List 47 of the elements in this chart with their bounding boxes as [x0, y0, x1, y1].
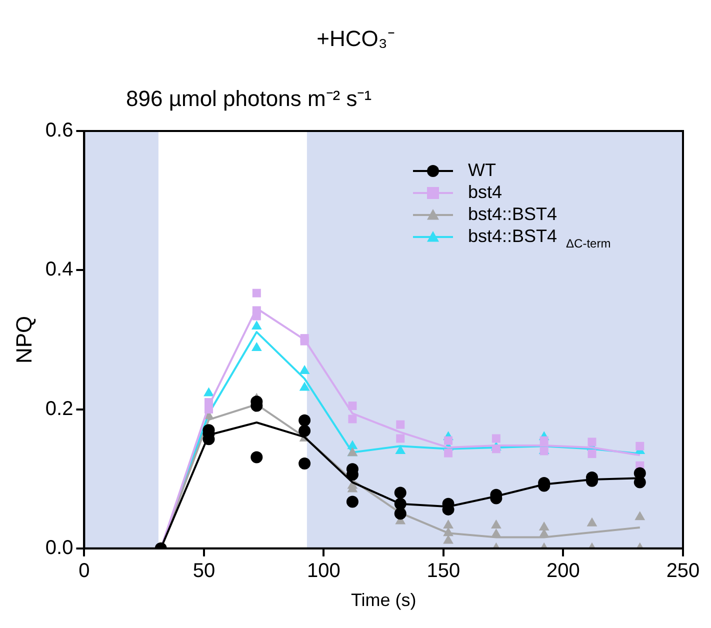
point: [636, 442, 644, 450]
x-tick-label: 0: [78, 560, 90, 582]
y-tick-label: 0.2: [45, 398, 74, 420]
legend-label: bst4::BST4: [468, 204, 558, 224]
point: [299, 365, 310, 374]
point: [588, 450, 596, 458]
x-tick-label: 200: [546, 560, 580, 582]
x-axis-title: Time (s): [350, 590, 416, 610]
point: [298, 458, 311, 470]
point: [444, 448, 453, 458]
y-tick-label: 0.6: [45, 120, 74, 142]
point: [252, 288, 261, 298]
point: [490, 519, 502, 528]
point: [492, 434, 500, 443]
point: [443, 519, 454, 528]
point: [634, 476, 646, 488]
point: [298, 424, 311, 437]
legend-label: bst4: [468, 182, 502, 202]
point: [396, 434, 405, 443]
point: [396, 420, 405, 429]
chart-title: +HCO₃⁻: [316, 25, 396, 53]
legend-label: bst4::BST4 ΔC-term: [468, 226, 611, 250]
y-axis-title: NPQ: [11, 316, 36, 364]
y-tick-label: 0.0: [45, 536, 74, 559]
x-tick-label: 50: [192, 560, 216, 582]
x-tick-label: 100: [307, 560, 340, 582]
point: [250, 451, 263, 464]
point: [348, 414, 357, 424]
y-tick-label: 0.4: [45, 258, 74, 281]
point: [394, 486, 406, 499]
point: [538, 522, 550, 531]
point: [346, 496, 358, 508]
point: [540, 436, 548, 445]
point: [444, 436, 453, 445]
point: [251, 342, 262, 352]
chart-subtitle: 896 µmol photons m⁻² s⁻¹: [125, 85, 373, 113]
point: [586, 517, 598, 526]
legend-label: WT: [468, 160, 496, 180]
point: [298, 414, 311, 426]
point: [634, 511, 646, 520]
x-tick-label: 150: [426, 560, 460, 582]
point: [204, 387, 214, 396]
point: [443, 534, 454, 544]
point: [394, 508, 406, 520]
point: [299, 382, 310, 391]
point: [395, 445, 406, 454]
x-tick-label: 250: [666, 560, 700, 582]
